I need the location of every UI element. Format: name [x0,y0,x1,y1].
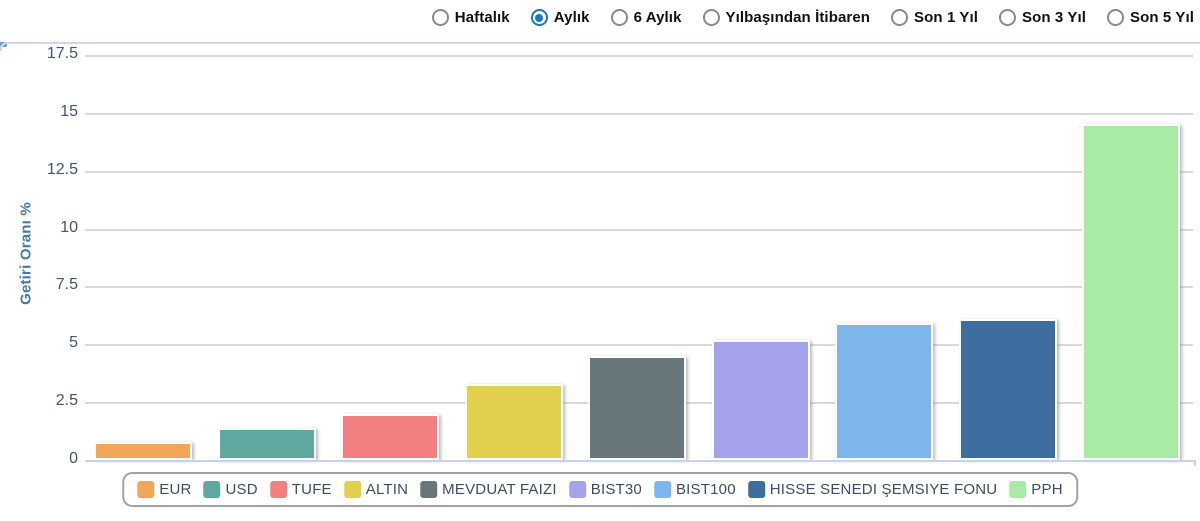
y-tick-label-0: 0 [69,450,78,467]
period-option-4[interactable]: Yılbaşından İtibaren [702,9,871,26]
bar-tufe[interactable] [341,413,439,460]
legend-item-label: EUR [159,481,192,498]
radio-unselected-icon[interactable] [999,9,1017,26]
legend-swatch-icon [747,481,765,498]
period-option-label: Aylık [553,9,590,26]
legend-item-altin[interactable]: ALTIN [343,481,409,498]
bars-row [85,50,1200,460]
gridline-15 [85,112,1193,115]
legend-swatch-icon [343,481,361,498]
chart-legend: EUR USD TUFE ALTIN MEVDUAT FAIZI BIST30 BIST10… [122,472,1078,507]
period-option-3[interactable]: 6 Aylık [610,9,682,26]
period-option-label: Son 1 Yıl [914,9,979,26]
radio-unselected-icon[interactable] [1107,9,1125,26]
legend-item-usd[interactable]: USD [203,481,258,498]
y-tick-label-15: 15 [60,102,78,120]
period-option-label: Yılbaşından İtibaren [725,9,871,26]
y-tick-label-17.5: 17.5 [46,45,78,62]
period-option-6[interactable]: Son 3 Yıl [999,9,1086,26]
legend-swatch-icon [1009,481,1027,498]
period-option-5[interactable]: Son 1 Yıl [891,9,978,26]
period-option-7[interactable]: Son 5 Yıl [1107,9,1194,26]
bar-pph[interactable] [1082,124,1180,460]
radio-unselected-icon[interactable] [610,9,628,26]
legend-item-bist100[interactable]: BIST100 [653,481,736,498]
legend-swatch-icon [203,481,221,498]
legend-swatch-icon [137,481,155,498]
gridline-10 [85,228,1193,231]
legend-item-bist30[interactable]: BIST30 [568,481,642,498]
bar-hisse-senedi-emsiye-fonu[interactable] [958,318,1057,460]
bar-altin[interactable] [464,383,563,460]
gridline-17.5 [85,55,1193,57]
x-axis-baseline [85,460,1196,462]
legend-item-label: PPH [1031,481,1063,498]
period-option-label: Son 3 Yıl [1022,9,1087,26]
y-tick-label-5: 5 [69,334,78,352]
legend-item-pph[interactable]: PPH [1009,481,1063,498]
legend-item-label: BIST30 [590,481,642,498]
legend-item-mevduat-faizi[interactable]: MEVDUAT FAIZI [420,481,557,498]
period-radio-group: Haftalık Aylık 6 Aylık Yılbaşından İtibaren… [431,9,1194,26]
bar-usd[interactable] [217,427,316,460]
x-axis-baseline-end [1194,460,1196,466]
y-tick-label-12.5: 12.5 [46,160,78,178]
period-option-label: 6 Aylık [633,9,682,26]
period-option-2[interactable]: Aylık [530,9,590,26]
legend-swatch-icon [269,481,287,498]
radio-unselected-icon[interactable] [431,9,449,26]
legend-item-label: TUFE [291,481,332,498]
period-option-1[interactable]: Haftalık [431,9,510,26]
legend-item-eur[interactable]: EUR [137,481,191,498]
radio-selected-icon[interactable] [530,9,548,26]
radio-unselected-icon[interactable] [891,9,909,26]
gridline-5 [85,344,1193,347]
legend-item-label: BIST100 [675,481,736,498]
bar-eur[interactable] [94,441,192,460]
period-option-label: Son 5 Yıl [1130,9,1194,26]
gridline-12.5 [85,170,1193,173]
legend-item-label: ALTIN [365,481,409,498]
bar-bist30[interactable] [711,339,810,460]
legend-item-label: HISSE SENEDI ŞEMSIYE FONU [769,481,998,498]
radio-unselected-icon[interactable] [702,9,720,26]
bar-mevduat-faizi[interactable] [588,355,686,460]
y-tick-label-7.5: 7.5 [55,276,78,294]
legend-item-tufe[interactable]: TUFE [269,481,332,498]
legend-swatch-icon [420,481,438,498]
legend-item-hisse-senedi-emsiye-fonu[interactable]: HISSE SENEDI ŞEMSIYE FONU [747,481,998,498]
legend-swatch-icon [568,481,586,498]
legend-item-label: USD [225,481,258,498]
legend-swatch-icon [653,481,671,498]
gridline-7.5 [85,286,1193,289]
panel-edge-fragment [0,42,7,47]
legend-item-label: MEVDUAT FAIZI [442,481,557,498]
period-option-label: Haftalık [454,9,510,26]
bar-bist100[interactable] [835,323,933,460]
y-tick-label-2.5: 2.5 [55,392,78,410]
y-tick-label-10: 10 [60,218,78,236]
y-axis-title: Getiri Oranı % [17,202,35,305]
